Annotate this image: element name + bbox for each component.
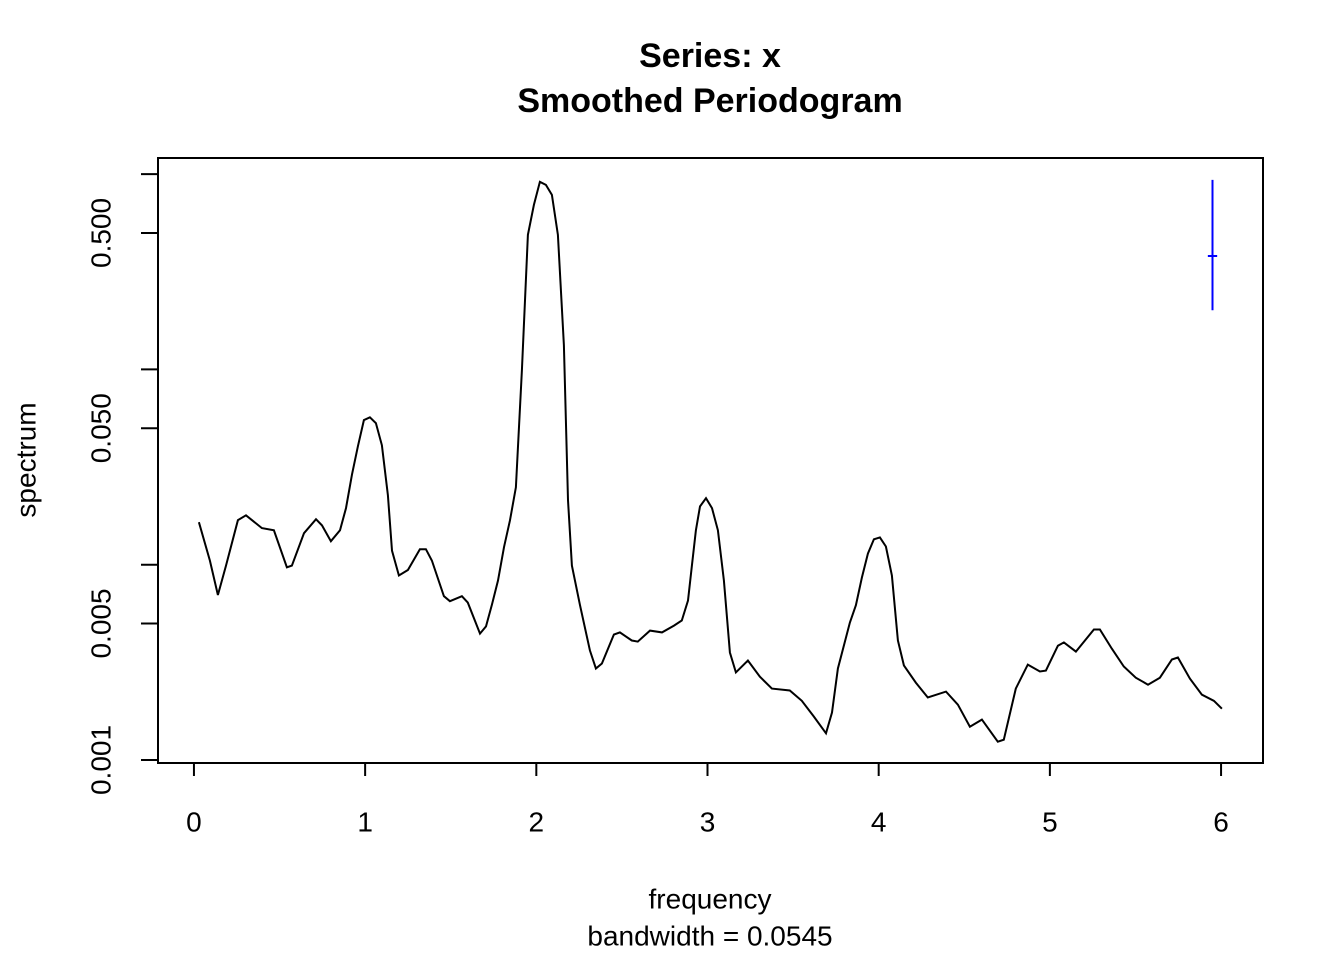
x-tick-label: 0	[186, 806, 202, 837]
y-axis-label: spectrum	[10, 402, 41, 517]
x-tick-label: 5	[1042, 806, 1058, 837]
y-tick-label: 0.001	[85, 725, 116, 795]
chart-title: Series: x	[639, 37, 781, 75]
y-tick-label: 0.500	[85, 198, 116, 268]
spectrum-line	[197, 180, 1223, 743]
x-tick-label: 6	[1213, 806, 1229, 837]
x-tick-label: 3	[700, 806, 716, 837]
x-tick-label: 1	[357, 806, 373, 837]
y-tick-label: 0.005	[85, 588, 116, 658]
x-axis-label: frequency	[649, 883, 772, 914]
chart-subtitle: Smoothed Periodogram	[517, 82, 902, 120]
x-axis-sublabel: bandwidth = 0.0545	[587, 920, 832, 951]
plot-frame	[157, 157, 1264, 764]
x-tick-label: 4	[871, 806, 887, 837]
x-tick-label: 2	[529, 806, 545, 837]
y-tick-label: 0.050	[85, 393, 116, 463]
